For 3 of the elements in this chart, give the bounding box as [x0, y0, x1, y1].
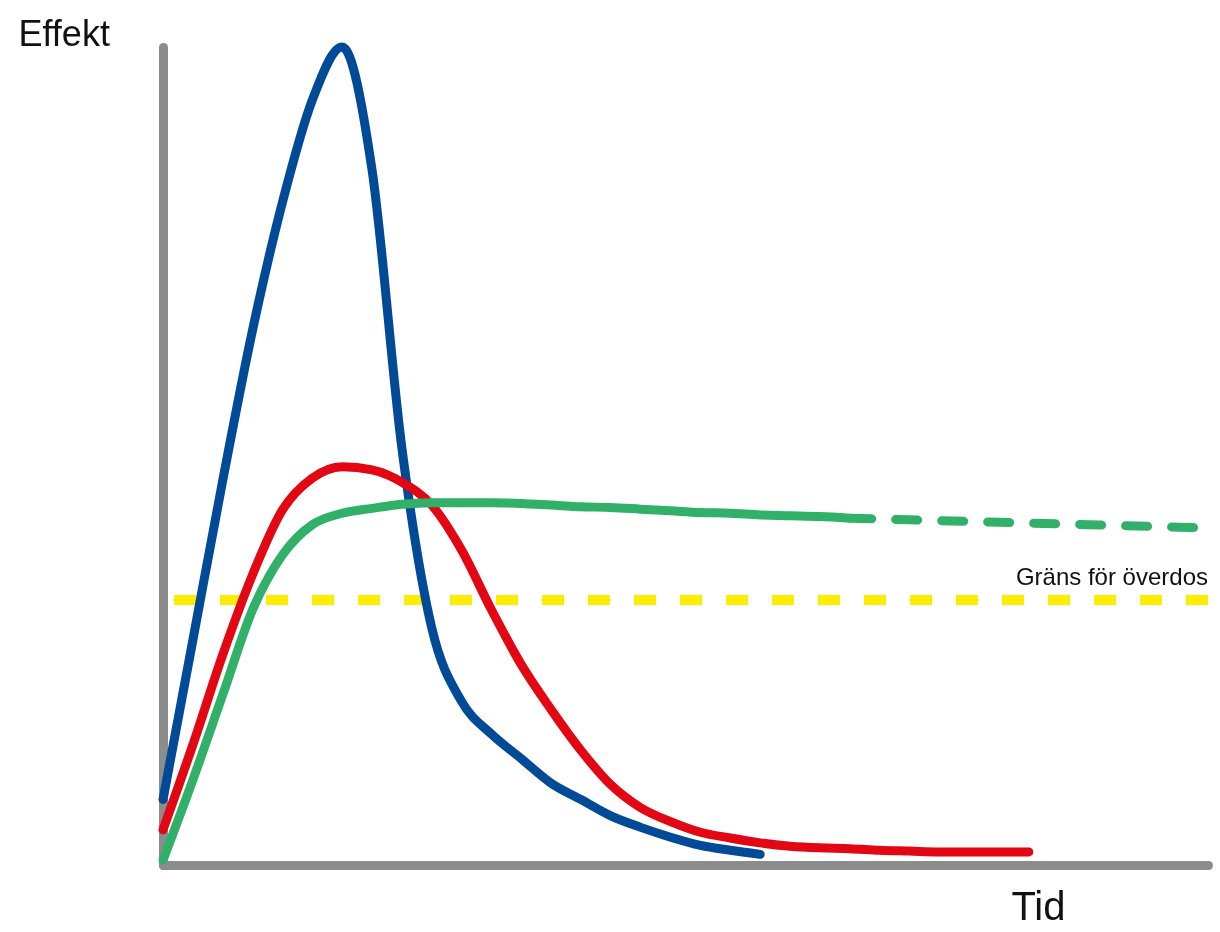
x-axis-title: Tid [1011, 883, 1066, 928]
ref-line-label: Gräns för överdos [1015, 562, 1208, 590]
y-axis-title: Effekt [18, 12, 110, 54]
